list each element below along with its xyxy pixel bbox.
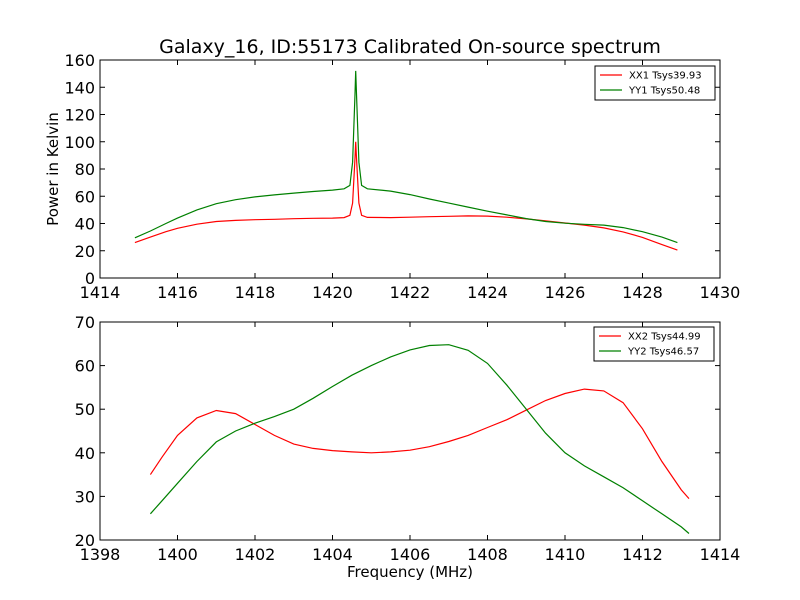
legend-label: XX1 Tsys39.93 bbox=[629, 71, 702, 82]
y-tick-label: 70 bbox=[75, 313, 95, 332]
bottom-panel: 1398 1400 1402 1404 1406 1408 1410 1412 1414 20 30… bbox=[75, 313, 741, 581]
x-tick-label: 1420 bbox=[312, 283, 353, 302]
legend-box bbox=[593, 326, 715, 362]
y-tick-label: 120 bbox=[64, 106, 95, 125]
x-tick-label: 1412 bbox=[622, 545, 663, 564]
legend: XX2 Tsys44.99 YY2 Tsys46.57 bbox=[593, 326, 715, 362]
x-tick-label: 1400 bbox=[157, 545, 198, 564]
y-tick-label: 20 bbox=[75, 531, 95, 550]
y-tick-label: 80 bbox=[75, 160, 95, 179]
x-tick-label: 1418 bbox=[235, 283, 276, 302]
x-tick-label: 1408 bbox=[467, 545, 508, 564]
series-line-yy2 bbox=[149, 344, 690, 534]
y-tick-label: 140 bbox=[64, 78, 95, 97]
x-tick-label: 1404 bbox=[312, 545, 353, 564]
x-tick-label: 1426 bbox=[545, 283, 586, 302]
y-axis-label: Power in Kelvin bbox=[44, 112, 62, 226]
y-tick-label: 50 bbox=[75, 400, 95, 419]
x-tick-label: 1414 bbox=[80, 283, 121, 302]
series-line-xx2 bbox=[149, 388, 690, 499]
x-tick-label: 1410 bbox=[545, 545, 586, 564]
x-axis-label: Frequency (MHz) bbox=[347, 563, 473, 581]
legend: XX1 Tsys39.93 YY1 Tsys50.48 bbox=[594, 65, 716, 101]
y-tick-label: 60 bbox=[75, 357, 95, 376]
legend-label: XX2 Tsys44.99 bbox=[628, 332, 701, 343]
x-tick-label: 1398 bbox=[80, 545, 121, 564]
y-tick-label: 40 bbox=[75, 215, 95, 234]
x-tick-label: 1422 bbox=[390, 283, 431, 302]
legend-box bbox=[594, 65, 716, 101]
x-tick-label: 1430 bbox=[700, 283, 741, 302]
legend-label: YY2 Tsys46.57 bbox=[627, 347, 699, 358]
y-tick-label: 30 bbox=[75, 487, 95, 506]
y-tick-label: 60 bbox=[75, 187, 95, 206]
y-tick-label: 100 bbox=[64, 133, 95, 152]
x-tick-label: 1428 bbox=[622, 283, 663, 302]
x-tick-label: 1416 bbox=[157, 283, 198, 302]
x-tick-label: 1414 bbox=[700, 545, 741, 564]
y-tick-label: 20 bbox=[75, 242, 95, 261]
top-panel: 1414 1416 1418 1420 1422 1424 1426 1428 1430 0 20 4… bbox=[44, 51, 740, 302]
y-tick-label: 40 bbox=[75, 444, 95, 463]
x-tick-label: 1402 bbox=[235, 545, 276, 564]
x-tick-label: 1406 bbox=[390, 545, 431, 564]
series-line-yy1 bbox=[134, 70, 678, 244]
figure-title: Galaxy_16, ID:55173 Calibrated On-source… bbox=[159, 36, 661, 58]
y-tick-label: 0 bbox=[85, 269, 95, 288]
legend-label: YY1 Tsys50.48 bbox=[628, 86, 700, 97]
x-tick-label: 1424 bbox=[467, 283, 508, 302]
y-tick-label: 160 bbox=[64, 51, 95, 70]
